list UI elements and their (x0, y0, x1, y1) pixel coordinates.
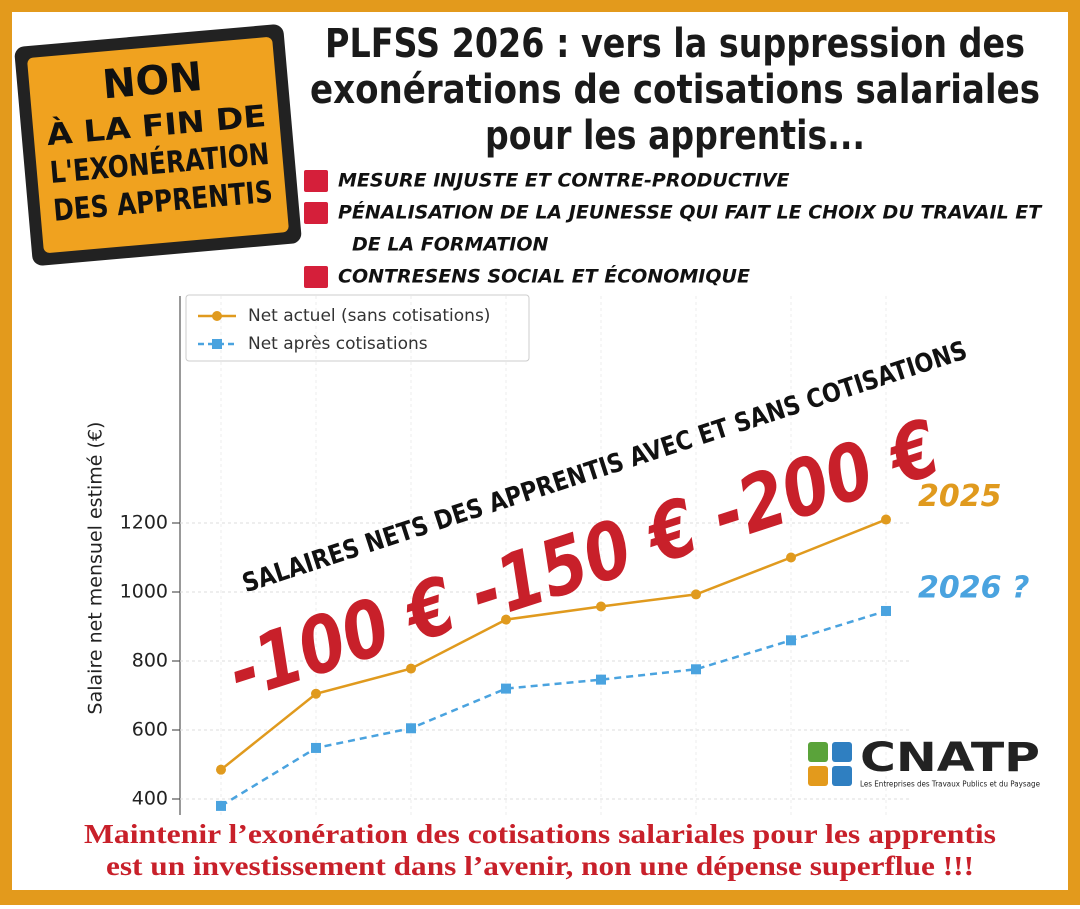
point (691, 589, 701, 600)
legend-box (185, 294, 530, 362)
y-tick-label: 1200 (120, 512, 168, 534)
logo-name: CNATP (860, 735, 1040, 781)
y-tick-label: 400 (132, 788, 168, 810)
series-line (220, 518, 887, 771)
point (406, 663, 416, 674)
legend-marker (212, 311, 222, 321)
sign-line: NON (101, 54, 205, 109)
point (311, 688, 321, 699)
title-line: PLFSS 2026 : vers la suppression des (325, 21, 1025, 67)
legend-label: Net actuel (sans cotisations) (248, 306, 490, 326)
logo-tile (832, 742, 852, 762)
logo-tile (808, 742, 828, 762)
y-tick-label: 600 (132, 719, 168, 741)
point (596, 674, 606, 685)
point (216, 800, 226, 811)
logo-tile (832, 766, 852, 786)
bullet-marker (304, 202, 328, 224)
point (881, 514, 891, 525)
point (691, 664, 701, 675)
footer-line: est un investissement dans l’avenir, non… (106, 851, 974, 881)
bullet-text: MESURE INJUSTE ET CONTRE-PRODUCTIVE (338, 170, 790, 192)
bullet-text: PÉNALISATION DE LA JEUNESSE QUI FAIT LE … (338, 201, 1043, 224)
point (501, 683, 511, 694)
point (311, 742, 321, 753)
bullet-marker (304, 170, 328, 192)
bullet-marker (304, 266, 328, 288)
footer-line: Maintenir l’exonération des cotisations … (84, 819, 996, 849)
point (786, 552, 796, 563)
bullet-text: CONTRESENS SOCIAL ET ÉCONOMIQUE (338, 265, 750, 288)
point (501, 614, 511, 625)
series-end-label: 2026 ? (918, 570, 1029, 605)
title-line: pour les apprentis... (485, 113, 865, 159)
plot-area: 400 600 800 1000 1200 Salaire net mensuel est… (85, 294, 1029, 815)
point (406, 723, 416, 734)
y-axis-label: Salaire net mensuel estimé (€) (85, 422, 107, 715)
point (596, 601, 606, 612)
series-end-label: 2025 (918, 479, 1002, 514)
logo-tagline: Les Entreprises des Travaux Publics et d… (860, 780, 1040, 789)
title-line: exonérations de cotisations salariales (310, 67, 1040, 113)
point (216, 764, 226, 775)
bullet-text: DE LA FORMATION (352, 234, 549, 256)
sign-face (27, 37, 289, 253)
logo-tile (808, 766, 828, 786)
point (881, 605, 891, 616)
legend-marker (212, 339, 222, 349)
point (786, 635, 796, 646)
y-tick-label: 1000 (120, 581, 168, 603)
legend-label: Net après cotisations (248, 334, 428, 354)
y-tick-label: 800 (132, 650, 168, 672)
